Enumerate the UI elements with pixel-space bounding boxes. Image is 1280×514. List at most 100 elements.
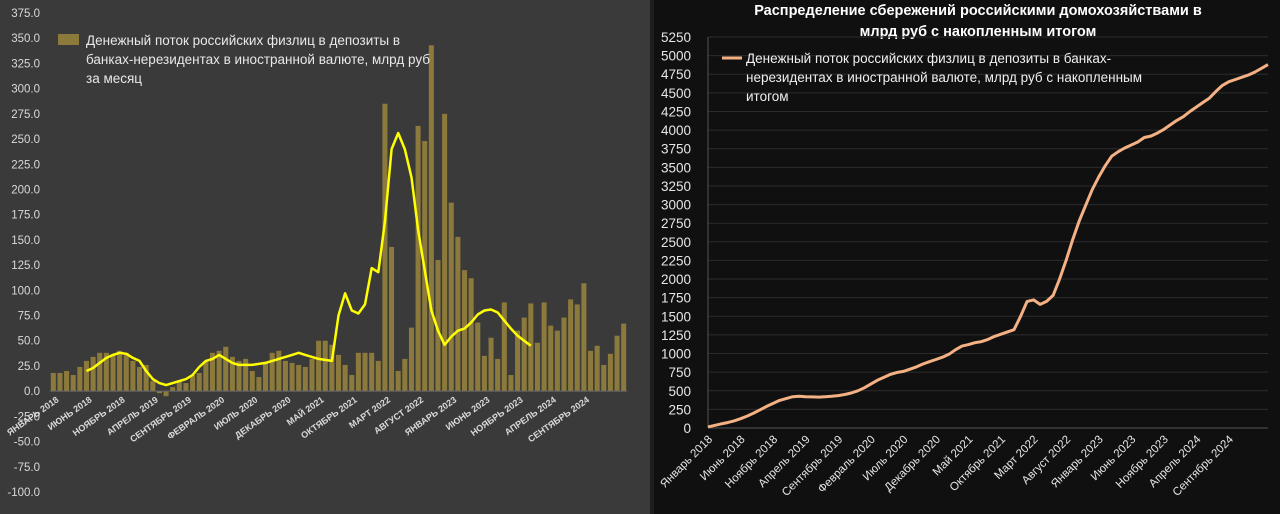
y-tick-label: 0 [683, 421, 691, 436]
bar [475, 322, 481, 392]
bar [349, 375, 355, 392]
cumulative-line [707, 63, 1269, 429]
bar [594, 345, 600, 392]
legend-text: нерезидентах в иностранной валюте, млрд … [746, 70, 1142, 85]
y-tick-label: 250 [668, 402, 691, 417]
bar [190, 375, 196, 392]
left-chart-panel: 375.0 350.0 325.0 300.0 275.0 250.0 225.0 200.0… [0, 0, 650, 514]
bar [243, 358, 249, 392]
bar [309, 358, 315, 392]
bar [103, 352, 109, 392]
y-tick-label: 3750 [661, 142, 691, 157]
legend-text: Денежный поток российских физлиц в депоз… [746, 51, 1111, 66]
bar [607, 353, 613, 392]
y-tick-label: 5250 [661, 30, 691, 45]
bar [229, 356, 235, 392]
bar [130, 360, 136, 392]
bar [382, 103, 388, 392]
bar [203, 360, 209, 392]
y-tick-label: 1250 [661, 328, 691, 343]
bar [90, 356, 96, 392]
bar [170, 387, 176, 392]
bar [548, 325, 554, 392]
bar [209, 352, 216, 392]
chart-title: Распределение сбережений российскими дом… [754, 3, 1202, 19]
bar [528, 303, 534, 392]
x-tick-label: СЕНТЯБРЬ 2024 [526, 395, 591, 445]
y-tick-label: 50.0 [18, 336, 40, 348]
y-tick-label: 1500 [661, 309, 691, 324]
y-tick-label: 300.0 [11, 84, 40, 96]
legend-swatch [58, 34, 79, 45]
y-tick-label: 200.0 [11, 184, 40, 196]
bar [362, 352, 368, 392]
x-tick-label: ФЕВРАЛЬ 2020 [165, 395, 226, 442]
y-tick-label: 225.0 [11, 159, 40, 171]
y-tick-label: 4500 [661, 86, 691, 101]
bar [50, 373, 56, 392]
bar [561, 317, 567, 392]
x-tick-label: ДЕКАБРЬ 2020 [233, 395, 293, 441]
y-tick-label: 275.0 [11, 109, 40, 121]
bar [541, 302, 547, 392]
y-tick-label: 2000 [661, 272, 691, 287]
y-tick-label: -75.0 [14, 462, 40, 474]
bar [117, 350, 123, 392]
y-tick-label: 0.0 [24, 386, 40, 398]
bar [355, 352, 361, 392]
x-tick-label: Сентябрь 2024 [1171, 433, 1237, 499]
bar [521, 317, 527, 392]
y-tick-label: 5000 [661, 49, 691, 64]
y-tick-label: 250.0 [11, 134, 40, 146]
bar [64, 370, 70, 392]
bar [196, 373, 202, 392]
y-tick-label: 4750 [661, 67, 691, 82]
bar [588, 350, 594, 392]
bar [150, 381, 156, 392]
y-tick-label: 750 [668, 365, 691, 380]
y-tick-label: 4250 [661, 104, 691, 119]
bar [296, 364, 302, 392]
bar [369, 352, 375, 392]
bar [408, 327, 414, 392]
bar [515, 330, 521, 392]
bar [322, 340, 328, 392]
bar [302, 366, 308, 392]
x-tick-label: ОКТЯБРЬ 2021 [299, 395, 359, 441]
bar [581, 283, 587, 392]
bar [163, 391, 169, 397]
legend-text: за месяц [86, 71, 142, 86]
bar [57, 373, 63, 392]
y-tick-label: 100.0 [11, 285, 40, 297]
monthly-flow-chart: 375.0 350.0 325.0 300.0 275.0 250.0 225.0 200.0… [5, 8, 627, 499]
y-tick-label: -100.0 [7, 487, 40, 499]
bar [601, 364, 607, 392]
bar [276, 350, 282, 392]
bar [395, 370, 401, 392]
bar [402, 358, 408, 392]
y-tick-label: 375.0 [11, 8, 40, 20]
y-tick-label: 325.0 [11, 58, 40, 70]
bar [442, 113, 448, 392]
bar [110, 354, 116, 392]
bar [455, 236, 461, 392]
y-tick-label: -50.0 [14, 437, 40, 449]
y-tick-label: 3500 [661, 160, 691, 175]
y-tick-label: 175.0 [11, 210, 40, 222]
bar [428, 45, 434, 392]
bar [137, 366, 143, 392]
bar [481, 355, 487, 392]
y-tick-label: 1000 [661, 347, 691, 362]
panel-divider [650, 0, 654, 514]
bar [216, 350, 222, 392]
y-tick-label: 500 [668, 384, 691, 399]
bar [77, 366, 83, 392]
legend-text: банках-нерезидентах в иностранной валюте… [86, 52, 430, 67]
bar [316, 340, 322, 392]
y-tick-label: 2250 [661, 253, 691, 268]
y-tick-label: -25.0 [14, 411, 40, 423]
bar [375, 360, 381, 392]
bar [263, 362, 269, 392]
bar [554, 330, 560, 392]
bar [461, 270, 468, 392]
